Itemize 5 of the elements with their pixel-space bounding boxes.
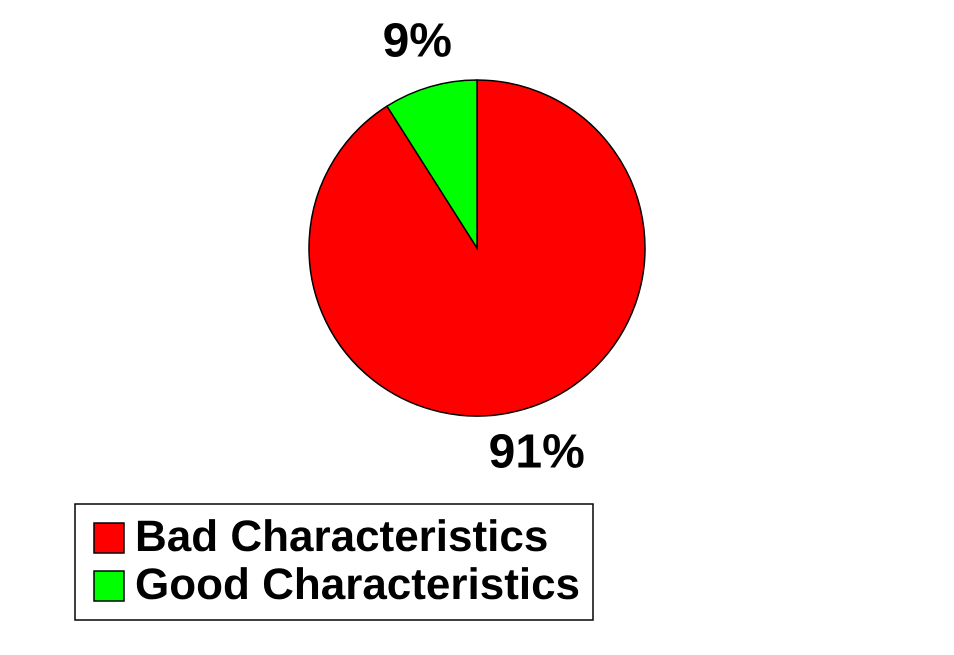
data-label: 91% (488, 426, 585, 479)
data-label: 9% (382, 14, 452, 68)
pie-slice (308, 79, 646, 417)
legend-label: Good Characteristics (135, 560, 580, 609)
legend-label: Bad Characteristics (135, 512, 548, 561)
